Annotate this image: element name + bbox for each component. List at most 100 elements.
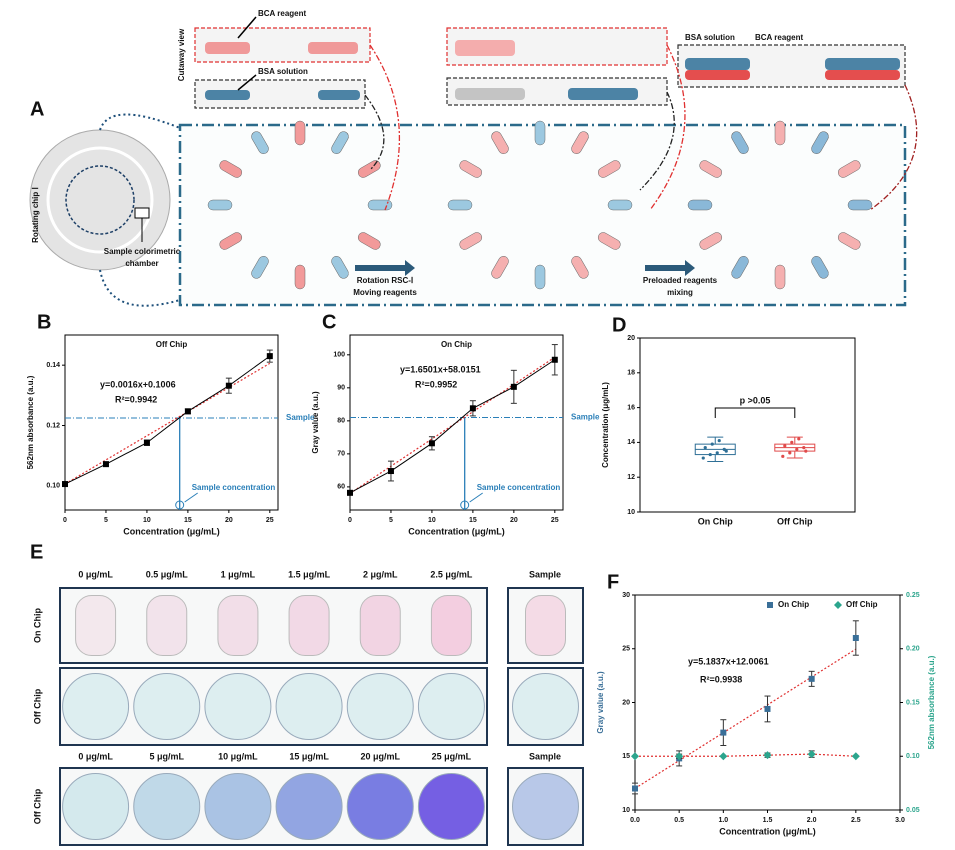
callout-arrow [237, 74, 257, 91]
well-photo [512, 673, 579, 740]
reagent-chamber [534, 264, 546, 290]
chip-ring [46, 146, 154, 254]
x-tick-label: 1.0 [718, 817, 728, 824]
photo-frame [59, 587, 488, 664]
callout: BSA solution [258, 67, 308, 76]
step-label: mixing [667, 288, 693, 297]
y-tick-label: 16 [627, 404, 635, 411]
reagent-chamber [597, 160, 621, 178]
panel-label: A [30, 98, 44, 120]
series-trend [635, 753, 856, 757]
panel-label: D [612, 314, 626, 336]
box-point [802, 446, 806, 450]
x-tick-label: 5 [389, 517, 393, 524]
reagent-chamber [699, 232, 723, 250]
data-point [347, 489, 353, 496]
plot-frame [64, 334, 279, 511]
box-point [708, 452, 712, 457]
x-tick-label: 0 [348, 517, 352, 524]
x-tick-label: 2.0 [807, 817, 817, 824]
reagent-chamber [207, 199, 233, 211]
box-point [703, 446, 707, 450]
y-tick-label: 20 [622, 699, 630, 706]
photo-frame [59, 767, 488, 846]
y-tick-label: 0.14 [46, 362, 60, 369]
y-tick-label: 90 [337, 385, 345, 392]
conc-label: 1 μg/mL [221, 569, 256, 579]
row-label: Off Chip [32, 788, 42, 824]
legend-label: Off Chip [846, 600, 878, 609]
conc-label: 5 μg/mL [149, 751, 184, 761]
significance-bracket [714, 407, 796, 418]
data-point [632, 785, 638, 792]
panel-label: F [607, 571, 619, 593]
p-value: p >0.05 [740, 395, 771, 405]
cutaway-fluid [685, 70, 750, 80]
sample-x-label: Sample concentration [477, 483, 561, 492]
x-tick-label: 20 [225, 517, 233, 524]
data-point [631, 752, 639, 761]
equation: R²=0.9942 [115, 394, 157, 404]
reagent-chamber [731, 256, 749, 279]
x-tick-label: 15 [469, 517, 477, 524]
link-arc [649, 44, 686, 211]
chip-photo [430, 595, 472, 656]
panel-label: B [37, 311, 51, 333]
conc-label: 20 μg/mL [360, 751, 400, 761]
chip-photo [217, 595, 259, 656]
data-point [266, 353, 273, 360]
fit-line [349, 356, 556, 494]
box-point [717, 439, 721, 443]
cutaway-fluid [825, 58, 900, 70]
step-arrow [645, 260, 695, 276]
sample-label: Sample [571, 413, 600, 422]
equation: R²=0.9952 [415, 379, 457, 389]
box-point [795, 447, 799, 451]
link-arc [869, 84, 918, 211]
x-tick-label: 3.0 [895, 817, 905, 824]
conc-label: 0.5 μg/mL [146, 569, 189, 579]
chip-photo [525, 595, 566, 656]
x-tick-label: On Chip [698, 516, 733, 526]
reagent-chamber [811, 131, 829, 154]
data-point [225, 382, 232, 389]
sample-x-label: Sample concentration [192, 483, 276, 492]
cutaway-fluid [308, 42, 358, 54]
box-point [783, 444, 787, 448]
x-tick-label: 10 [143, 517, 151, 524]
row-label: On Chip [32, 608, 42, 643]
step-label: Preloaded reagents [643, 276, 718, 285]
link-arc [369, 44, 401, 211]
chip-label: Rotating chip Ⅰ [31, 187, 40, 243]
reagent-chamber [837, 232, 861, 250]
x-tick-label: 25 [551, 517, 559, 524]
data-point [675, 752, 684, 761]
data-point [719, 752, 728, 761]
data-point [428, 440, 435, 447]
legend-marker [767, 602, 773, 608]
data-point [551, 356, 558, 363]
y-tick-label: 30 [622, 592, 630, 599]
box-point [797, 437, 801, 441]
data-point [807, 750, 816, 759]
chamber-icon [134, 207, 150, 219]
well-photo [346, 773, 414, 840]
sample-label: Sample [529, 569, 561, 579]
conc-label: 0 μg/mL [78, 569, 113, 579]
data-point [852, 635, 859, 641]
reagent-chamber [534, 120, 546, 146]
well-photo [346, 673, 414, 740]
chip-photo [288, 595, 330, 656]
reagent-chamber [447, 199, 473, 211]
well-photo [204, 773, 272, 840]
box-point [701, 456, 705, 460]
chart-title: On Chip [441, 340, 472, 349]
link-arc [364, 94, 385, 171]
reagent-chamber [847, 199, 873, 211]
x-tick-label: 0 [63, 517, 67, 524]
well-photo [62, 673, 130, 740]
reagent-chamber [731, 131, 749, 154]
x-tick-label: 20 [510, 517, 518, 524]
chip-photo [359, 595, 401, 656]
